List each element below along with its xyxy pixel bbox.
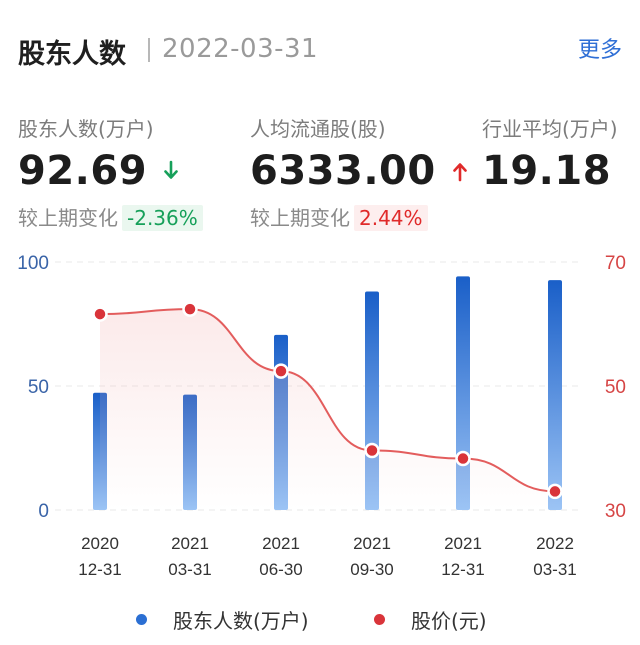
header: 股东人数 2022-03-31 更多 xyxy=(18,28,622,72)
x-axis-year-label: 2021 xyxy=(262,534,300,553)
legend-dot xyxy=(374,614,385,625)
x-axis-date-label: 12-31 xyxy=(78,560,121,579)
x-axis-date-label: 06-30 xyxy=(259,560,302,579)
change-value: 2.44% xyxy=(354,205,428,231)
x-axis-date-label: 09-30 xyxy=(350,560,393,579)
price-point xyxy=(455,450,471,467)
bar-holders xyxy=(456,276,470,510)
page-title: 股东人数 xyxy=(18,39,126,70)
change-value: -2.36% xyxy=(122,205,203,231)
x-axis-year-label: 2021 xyxy=(171,534,209,553)
price-point xyxy=(364,442,380,459)
stat-label: 行业平均(万户) xyxy=(482,117,618,141)
right-axis-tick-label: 70 xyxy=(605,253,626,274)
more-link[interactable]: 更多 xyxy=(577,38,622,63)
x-axis-date-label: 03-31 xyxy=(168,560,211,579)
legend-label: 股价(元) xyxy=(411,609,487,633)
report-date: 2022-03-31 xyxy=(162,34,319,64)
bar-holders xyxy=(548,280,562,510)
stat-value: 6333.00 xyxy=(250,148,436,194)
right-axis-tick-label: 50 xyxy=(605,377,626,398)
stat-value: 92.69 xyxy=(18,148,148,194)
left-axis-tick-label: 100 xyxy=(17,253,49,274)
stat-holder-count: 股东人数(万户) 92.69 较上期变化 -2.36% xyxy=(18,113,203,231)
price-point xyxy=(92,306,108,322)
stat-label: 股东人数(万户) xyxy=(18,117,154,141)
legend-label: 股东人数(万户) xyxy=(173,609,309,633)
legend-item-holders[interactable]: 股东人数(万户) xyxy=(136,605,309,634)
arrow-down-icon xyxy=(164,160,178,179)
left-axis-tick-label: 0 xyxy=(38,501,49,522)
arrow-up-icon xyxy=(452,163,467,182)
left-axis-tick-label: 50 xyxy=(28,377,49,398)
stat-industry-avg: 行业平均(万户) 19.18 xyxy=(482,113,618,194)
price-point xyxy=(273,363,289,379)
change-label: 较上期变化 xyxy=(250,206,350,230)
x-axis-year-label: 2021 xyxy=(444,534,482,553)
price-point xyxy=(547,483,563,500)
shareholder-chart: 0 50 100 30 50 70 2020 12-31 2021 03-31 2021 06-30 2… xyxy=(17,253,626,579)
x-axis-year-label: 2021 xyxy=(353,534,391,553)
chart-legend: 股东人数(万户) 股价(元) xyxy=(0,605,640,635)
title-divider xyxy=(148,38,150,62)
x-axis-date-label: 03-31 xyxy=(533,560,576,579)
price-area xyxy=(100,309,555,510)
price-point xyxy=(182,301,198,317)
x-axis-year-label: 2022 xyxy=(536,534,574,553)
stat-value: 19.18 xyxy=(482,148,612,194)
x-axis-year-label: 2020 xyxy=(81,534,119,553)
right-axis-tick-label: 30 xyxy=(605,501,626,522)
stat-label: 人均流通股(股) xyxy=(250,117,386,141)
legend-item-price[interactable]: 股价(元) xyxy=(374,605,487,634)
legend-dot xyxy=(136,614,147,625)
x-axis-date-label: 12-31 xyxy=(441,560,484,579)
change-label: 较上期变化 xyxy=(18,206,118,230)
stat-avg-shares: 人均流通股(股) 6333.00 较上期变化 2.44% xyxy=(250,113,468,231)
